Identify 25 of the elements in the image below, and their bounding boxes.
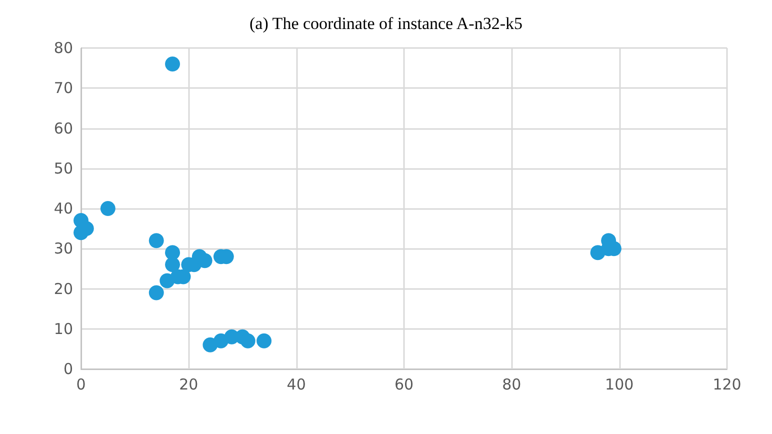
y-tick-label: 50 — [54, 159, 73, 178]
chart-title: (a) The coordinate of instance A-n32-k5 — [249, 14, 523, 33]
x-tick-label: 80 — [502, 376, 522, 394]
point — [148, 285, 164, 300]
y-tick-label: 0 — [63, 360, 73, 378]
point — [165, 257, 180, 272]
x-tick-label: 120 — [712, 376, 742, 394]
y-tick-label: 70 — [54, 79, 73, 98]
y-tick-label: 60 — [54, 119, 73, 138]
point — [165, 245, 180, 260]
y-tick-label: 20 — [54, 280, 73, 298]
point — [240, 333, 256, 348]
point — [148, 233, 164, 248]
x-tick-label: 40 — [286, 376, 306, 394]
y-tick-label: 40 — [54, 200, 73, 218]
x-tick-label: 0 — [76, 376, 86, 394]
y-tick-label: 10 — [54, 320, 73, 338]
x-tick-label: 20 — [179, 376, 198, 394]
point — [165, 56, 180, 72]
y-tick-label: 80 — [54, 39, 73, 57]
x-tick-label: 100 — [605, 376, 634, 394]
point — [100, 201, 116, 216]
y-tick-label: 30 — [54, 240, 73, 258]
x-tick-label: 60 — [394, 376, 414, 394]
point — [256, 333, 272, 348]
